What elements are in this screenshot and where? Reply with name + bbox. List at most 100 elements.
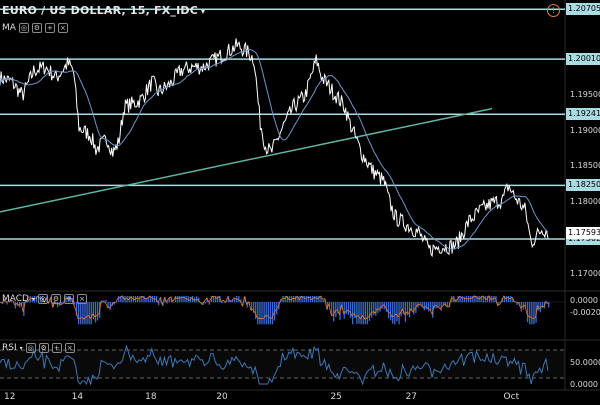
macd-histogram-bar bbox=[377, 302, 379, 314]
macd-histogram-bar bbox=[493, 296, 495, 303]
macd-signal-line bbox=[0, 294, 549, 320]
macd-histogram-bar bbox=[518, 302, 520, 305]
macd-histogram-bar bbox=[166, 302, 168, 304]
chevron-down-icon[interactable]: ▾ bbox=[31, 295, 35, 303]
macd-histogram-bar bbox=[14, 302, 17, 309]
horizontal-line-price-tag: 1.18250 bbox=[566, 179, 600, 192]
macd-histogram-bar bbox=[539, 302, 541, 313]
macd-histogram-bar bbox=[295, 296, 297, 303]
chevron-down-icon[interactable]: ▾ bbox=[19, 344, 23, 352]
macd-histogram-bar bbox=[520, 302, 522, 312]
macd-histogram-bar bbox=[347, 302, 350, 315]
macd-histogram-bar bbox=[320, 296, 322, 303]
macd-histogram-bar bbox=[29, 296, 31, 303]
time-axis-label: 27 bbox=[405, 392, 418, 402]
close-icon[interactable]: × bbox=[77, 294, 87, 304]
macd-histogram-bar bbox=[170, 297, 173, 303]
chevron-down-icon[interactable]: ▾ bbox=[201, 6, 206, 16]
macd-histogram-bar bbox=[179, 296, 181, 303]
macd-histogram-bar bbox=[90, 302, 92, 325]
gear-icon[interactable]: ⚙ bbox=[51, 294, 61, 304]
macd-histogram-bar bbox=[370, 302, 373, 318]
eye-icon[interactable]: ◎ bbox=[18, 23, 29, 33]
time-axis-label: 25 bbox=[330, 392, 342, 402]
macd-histogram-bar bbox=[257, 302, 259, 325]
symbol-title[interactable]: EURO / US DOLLAR, 15, FX_IDC ▾ bbox=[2, 4, 205, 17]
macd-histogram-bar bbox=[35, 296, 38, 303]
macd-histogram-bar bbox=[337, 302, 339, 314]
macd-histogram-bar bbox=[6, 302, 8, 305]
plus-icon[interactable]: + bbox=[44, 23, 55, 33]
macd-histogram-bar bbox=[250, 302, 253, 311]
macd-histogram-bar bbox=[343, 302, 345, 319]
macd-histogram-bar bbox=[274, 302, 276, 321]
macd-histogram-bar bbox=[430, 302, 432, 311]
horizontal-line-price-tag: 1.19241 bbox=[566, 108, 600, 121]
macd-histogram-bar bbox=[508, 296, 510, 303]
macd-histogram-bar bbox=[92, 302, 95, 320]
macd-histogram-bar bbox=[303, 296, 305, 303]
macd-histogram-bar bbox=[510, 296, 512, 303]
rsi-axis-label: 50.0000 bbox=[570, 358, 600, 367]
macd-histogram-bar bbox=[181, 296, 183, 303]
macd-indicator-label[interactable]: MACD ▾ ◎ ⚙ + × bbox=[2, 294, 87, 304]
macd-histogram-bar bbox=[67, 296, 69, 303]
macd-histogram-bar bbox=[389, 302, 392, 321]
alert-circle-icon[interactable]: ! bbox=[547, 4, 560, 17]
plus-icon[interactable]: + bbox=[64, 294, 74, 304]
macd-histogram-bar bbox=[288, 296, 291, 303]
macd-histogram-bar bbox=[271, 302, 274, 325]
macd-histogram-bar bbox=[467, 296, 470, 303]
macd-histogram-bar bbox=[261, 302, 263, 325]
macd-histogram-bar bbox=[432, 302, 434, 318]
macd-axis-label: 0.0000 bbox=[570, 296, 598, 305]
macd-histogram-bar bbox=[341, 302, 343, 310]
macd-histogram-bar bbox=[174, 296, 177, 303]
price-line bbox=[0, 38, 549, 258]
eye-icon[interactable]: ◎ bbox=[25, 343, 36, 353]
rsi-label: RSI bbox=[2, 343, 17, 353]
rsi-line bbox=[0, 344, 549, 386]
macd-histogram-bar bbox=[309, 296, 312, 303]
macd-histogram-bar bbox=[396, 302, 398, 322]
gear-icon[interactable]: ⚙ bbox=[31, 23, 42, 33]
macd-histogram-bar bbox=[451, 296, 453, 303]
macd-histogram-bar bbox=[482, 296, 485, 303]
macd-histogram-bar bbox=[314, 296, 316, 303]
close-icon[interactable]: × bbox=[64, 343, 75, 353]
macd-histogram-bar bbox=[328, 302, 331, 307]
macd-histogram-bar bbox=[208, 302, 210, 305]
eye-icon[interactable]: ◎ bbox=[38, 294, 48, 304]
ma-indicator-label[interactable]: MA ◎ ⚙ + × bbox=[2, 23, 68, 33]
gear-icon[interactable]: ⚙ bbox=[38, 343, 49, 353]
macd-histogram-bar bbox=[503, 296, 506, 303]
macd-histogram-bar bbox=[486, 296, 489, 303]
macd-histogram-bar bbox=[196, 296, 198, 303]
macd-histogram-bar bbox=[265, 302, 267, 325]
macd-histogram-bar bbox=[368, 302, 371, 321]
macd-histogram-bar bbox=[427, 302, 430, 312]
plus-icon[interactable]: + bbox=[51, 343, 62, 353]
macd-histogram-bar bbox=[512, 297, 514, 303]
macd-histogram-bar bbox=[284, 296, 286, 303]
macd-histogram-bar bbox=[223, 301, 225, 303]
macd-histogram-bar bbox=[541, 302, 544, 308]
rsi-indicator-label[interactable]: RSI ▾ ◎ ⚙ + × bbox=[2, 343, 75, 353]
macd-histogram-bar bbox=[107, 302, 109, 308]
macd-histogram-bar bbox=[204, 302, 206, 304]
macd-histogram-bar bbox=[137, 296, 139, 303]
macd-histogram-bar bbox=[548, 302, 550, 308]
macd-histogram-bar bbox=[356, 302, 358, 324]
macd-histogram-bar bbox=[2, 302, 4, 305]
close-icon[interactable]: × bbox=[57, 23, 68, 33]
macd-histogram-bar bbox=[109, 302, 111, 310]
macd-histogram-bar bbox=[408, 302, 411, 318]
trendline bbox=[0, 107, 493, 213]
macd-histogram-bar bbox=[147, 296, 149, 303]
macd-histogram-bar bbox=[149, 296, 151, 303]
macd-histogram-bar bbox=[113, 302, 116, 305]
moving-average-line bbox=[0, 49, 549, 250]
macd-histogram-bar bbox=[168, 298, 170, 303]
